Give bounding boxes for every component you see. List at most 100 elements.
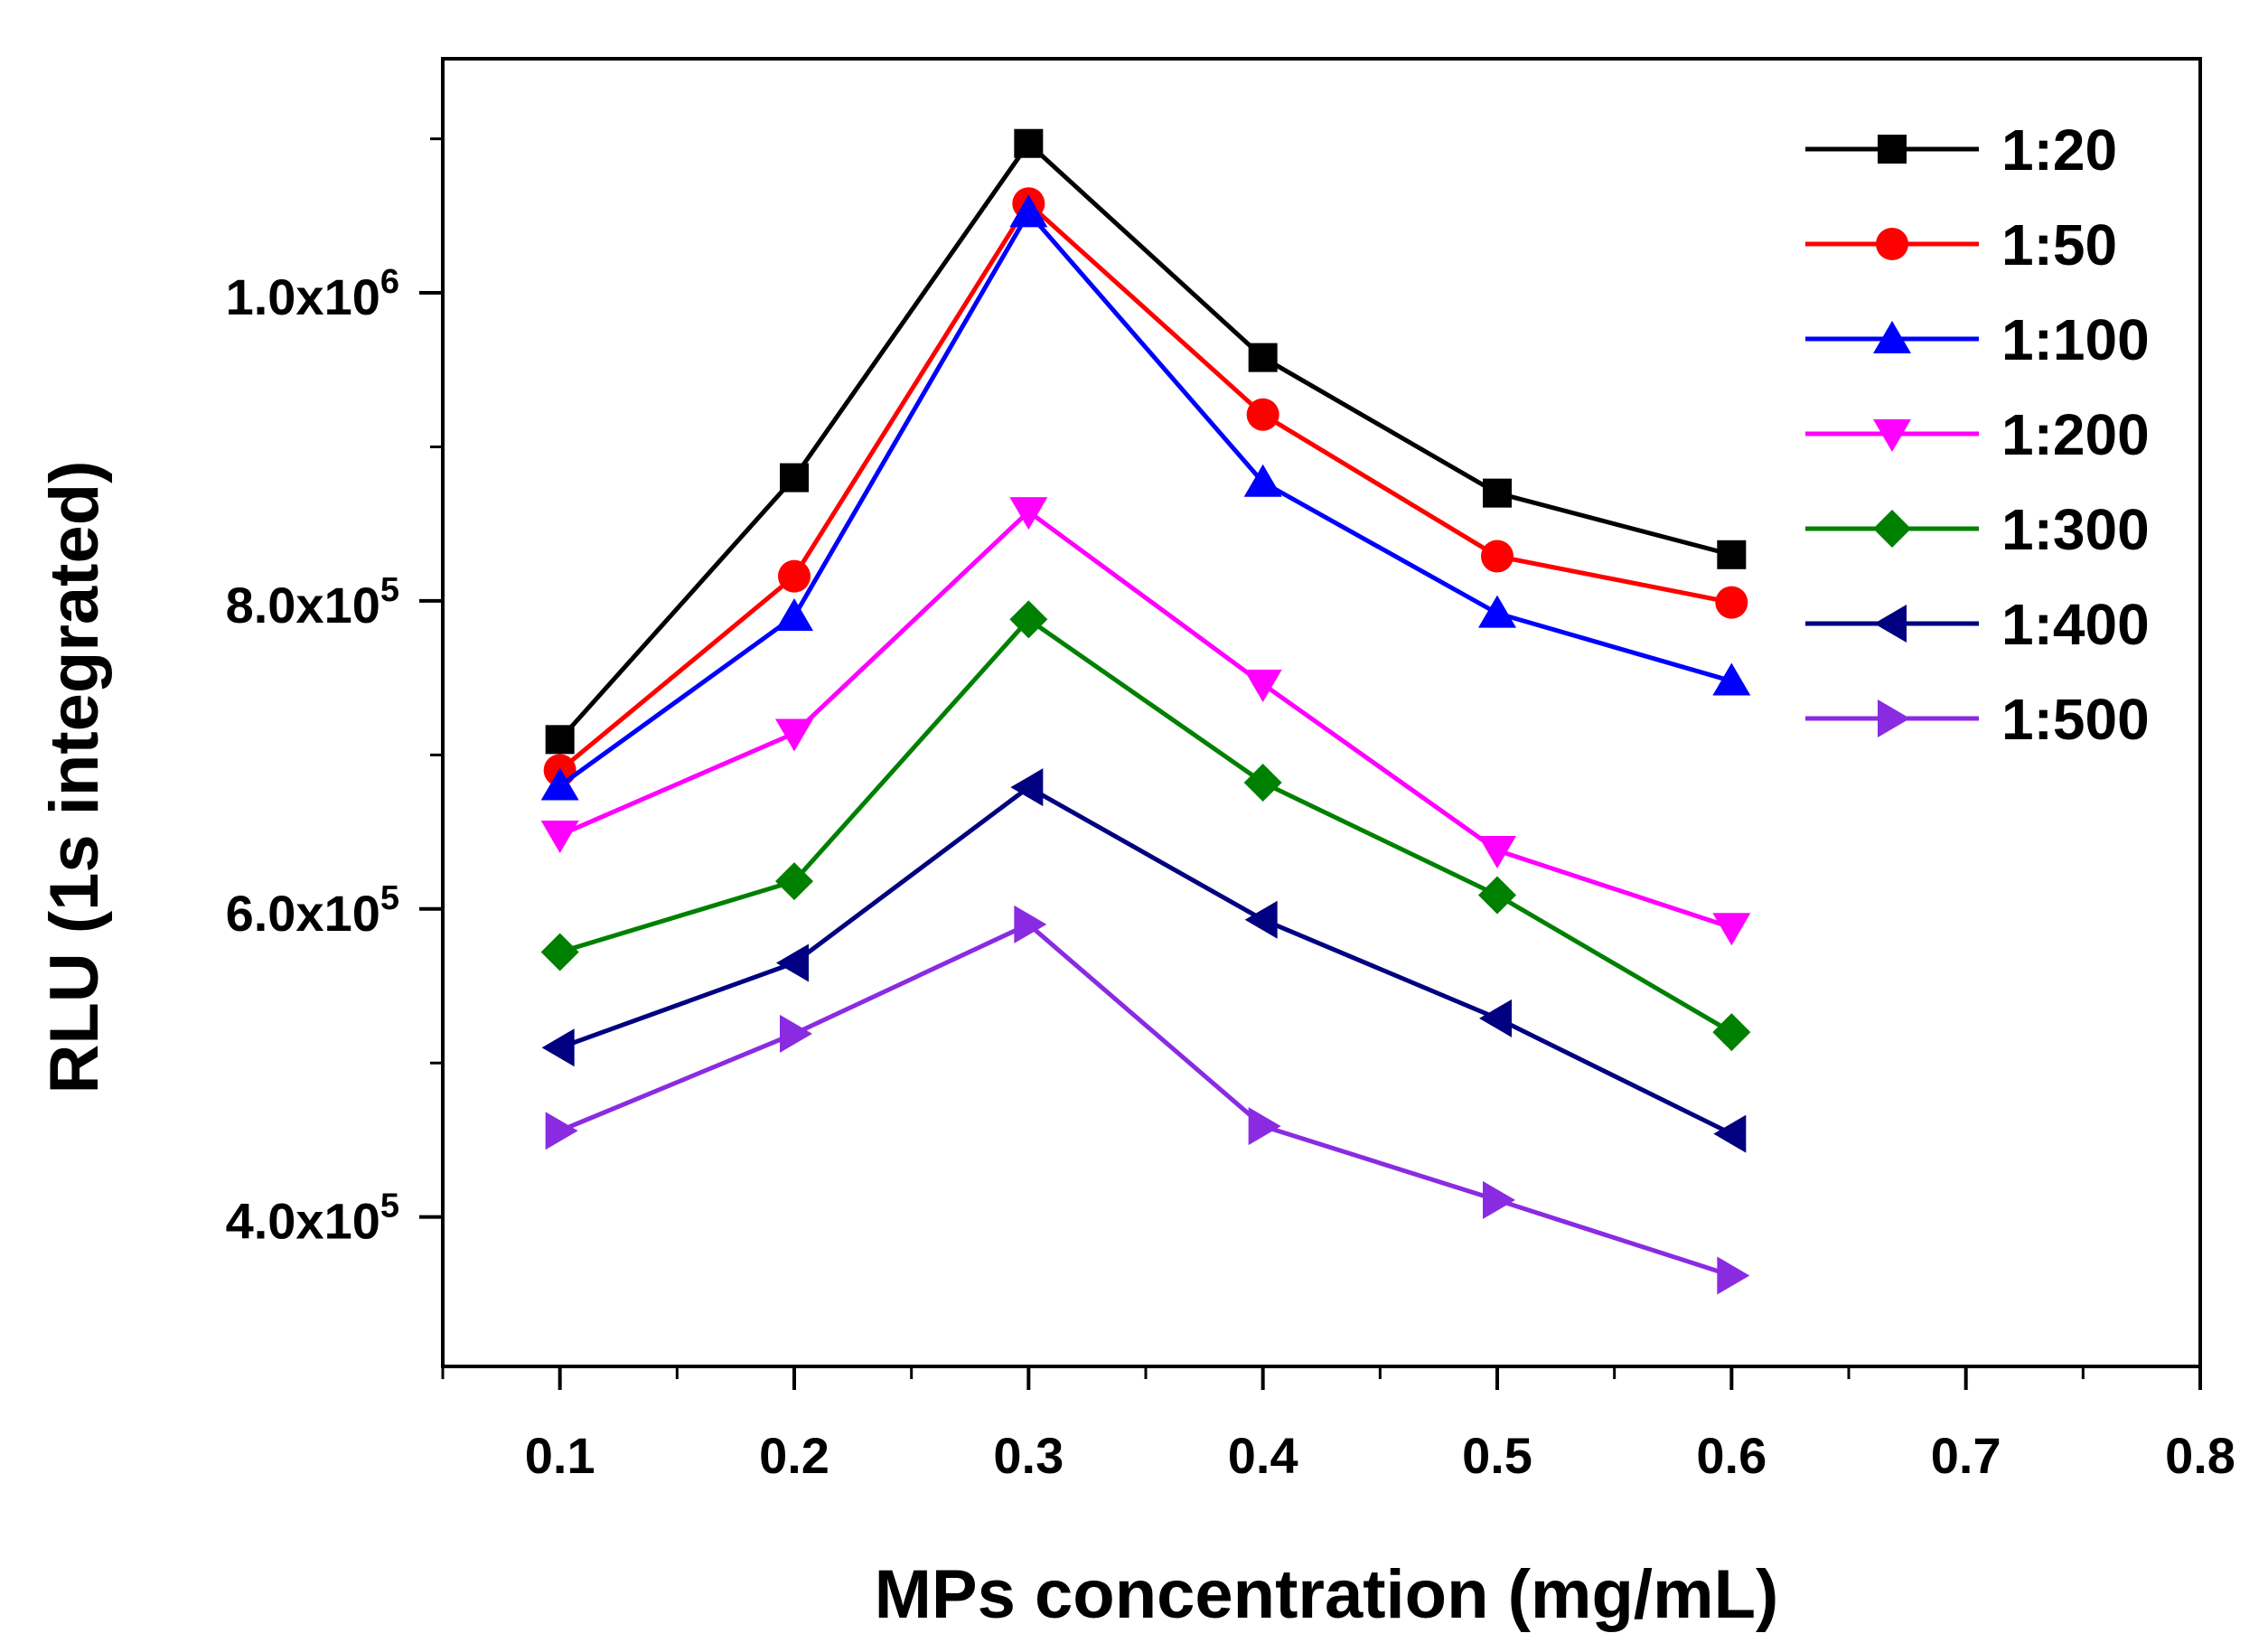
x-tick-label: 0.6: [1696, 1427, 1767, 1484]
x-tick-label: 0.5: [1462, 1427, 1532, 1484]
legend-item: 1:200: [1805, 402, 2150, 467]
y-tick-label: 6.0x105: [226, 879, 399, 942]
data-point: [1481, 540, 1514, 573]
data-point: [1248, 1107, 1281, 1146]
legend-label: 1:20: [2001, 117, 2117, 183]
legend-item: 1:500: [1805, 687, 2150, 752]
y-tick-label: 1.0x106: [226, 263, 399, 325]
data-point: [1014, 905, 1047, 943]
legend-marker: [1878, 699, 1910, 737]
data-point: [1479, 999, 1512, 1037]
data-point: [1009, 600, 1048, 639]
data-point: [540, 820, 579, 853]
series-line: [558, 201, 1732, 773]
series-1:200: [540, 497, 1751, 946]
x-tick-label: 0.4: [1228, 1427, 1298, 1484]
x-axis-title: MPs concentration (mg/mL): [875, 1556, 1779, 1633]
legend-marker: [1878, 135, 1907, 164]
legend-item: 1:100: [1805, 307, 2150, 372]
series-1:500: [545, 905, 1750, 1295]
legend-marker: [1873, 510, 1911, 548]
data-point: [541, 1028, 575, 1067]
y-tick-mantissa: 4.0x10: [226, 1193, 380, 1250]
data-point: [776, 943, 809, 982]
legend-marker: [1874, 605, 1907, 643]
data-point: [1712, 1013, 1751, 1052]
data-point: [1713, 1114, 1747, 1153]
x-tick-label: 0.1: [525, 1427, 595, 1484]
legend-label: 1:400: [2001, 592, 2150, 657]
data-point: [775, 597, 813, 631]
y-tick-mantissa: 6.0x10: [226, 885, 380, 942]
data-point: [545, 1112, 578, 1150]
data-point: [1478, 836, 1516, 869]
legend-label: 1:500: [2001, 687, 2150, 752]
data-point: [1010, 768, 1044, 807]
legend-label: 1:200: [2001, 402, 2150, 467]
series-line: [558, 784, 1733, 1136]
series-line: [558, 210, 1732, 788]
x-tick-label: 0.3: [993, 1427, 1064, 1484]
x-tick-label: 0.2: [759, 1427, 829, 1484]
data-point: [1712, 913, 1751, 946]
data-point: [1717, 1256, 1750, 1295]
legend-item: 1:50: [1805, 212, 2117, 277]
data-point: [1717, 540, 1747, 569]
legend-item: 1:300: [1805, 497, 2150, 562]
series-layer: [540, 128, 1751, 1295]
data-point: [1478, 876, 1516, 915]
y-axis-title: RLU (1s integrated): [36, 461, 113, 1094]
series-1:50: [543, 187, 1748, 787]
series-1:300: [540, 600, 1751, 1052]
data-point: [1243, 464, 1282, 497]
y-tick-mantissa: 1.0x10: [226, 268, 380, 325]
y-tick-mantissa: 8.0x10: [226, 577, 380, 634]
data-point: [540, 933, 579, 971]
legend: 1:20 1:50 1:100 1:200 1:300 1:400 1:500: [1805, 117, 2150, 752]
legend-marker: [1876, 228, 1908, 260]
legend-label: 1:50: [2001, 212, 2117, 277]
data-point: [1243, 669, 1282, 702]
series-1:400: [541, 768, 1747, 1153]
data-point: [780, 1014, 812, 1053]
legend-label: 1:300: [2001, 497, 2150, 562]
data-point: [1243, 764, 1282, 803]
data-point: [1248, 343, 1278, 372]
y-tick-exponent: 5: [380, 571, 399, 609]
data-point: [540, 767, 579, 801]
data-point: [1483, 478, 1512, 508]
data-point: [1009, 194, 1048, 228]
y-tick-label: 4.0x105: [226, 1187, 399, 1250]
y-tick-exponent: 5: [380, 879, 399, 917]
data-point: [778, 559, 811, 593]
series-line: [558, 509, 1733, 930]
series-1:20: [545, 128, 1747, 755]
data-point: [1483, 1180, 1515, 1219]
y-tick-exponent: 6: [380, 263, 399, 301]
legend-item: 1:20: [1805, 117, 2117, 183]
legend-item: 1:400: [1805, 592, 2150, 657]
data-point: [1715, 586, 1748, 619]
data-point: [775, 862, 813, 901]
data-point: [1246, 398, 1279, 431]
x-tick-label: 0.7: [1931, 1427, 2001, 1484]
data-point: [1009, 497, 1048, 530]
legend-marker: [1873, 321, 1911, 353]
y-tick-label: 8.0x105: [226, 571, 399, 634]
y-tick-exponent: 5: [380, 1187, 399, 1225]
series-line: [558, 616, 1733, 1035]
series-line: [558, 141, 1732, 741]
data-point: [1244, 900, 1278, 939]
data-point: [1478, 595, 1516, 628]
legend-label: 1:100: [2001, 307, 2150, 372]
x-tick-label: 0.8: [2165, 1427, 2235, 1484]
plot-frame: [441, 57, 2202, 1368]
series-line: [558, 922, 1733, 1278]
x-axis-ticks: 0.1 0.2 0.3 0.4 0.5 0.6 0.7 0.8: [441, 1366, 2235, 1484]
data-point: [545, 725, 575, 755]
data-point: [775, 718, 813, 752]
data-point: [1014, 128, 1044, 158]
series-1:100: [540, 194, 1751, 801]
